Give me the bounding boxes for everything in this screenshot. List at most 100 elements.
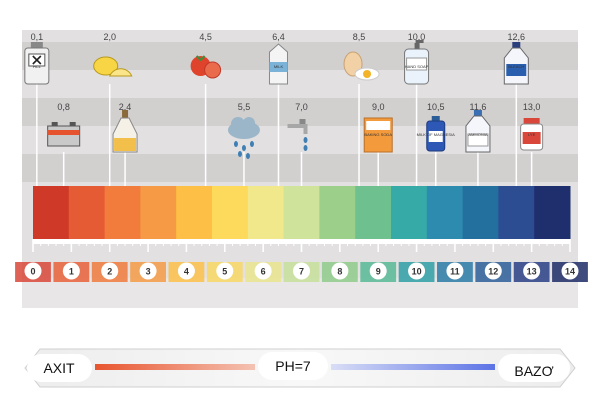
hand-soap-icon	[404, 40, 430, 85]
ph-band-12	[462, 186, 499, 239]
ph-number-8: 8	[321, 262, 358, 282]
tomato-icon	[190, 55, 222, 79]
ph-number-circle	[484, 262, 502, 280]
ph-number-label: 7	[299, 267, 304, 277]
ph-number-label: 9	[376, 267, 381, 277]
item-vinegar: 2,4	[112, 102, 138, 153]
ph-number-circle	[293, 262, 310, 280]
ph-number-14: 14	[552, 262, 588, 282]
lye-jar-icon	[520, 118, 544, 151]
background-panel	[22, 30, 578, 308]
magnesia-bottle-icon	[426, 116, 446, 152]
item-battery: 0,8	[47, 102, 81, 147]
bleach-bottle-icon	[503, 42, 529, 85]
ph-number-label: 10	[412, 267, 422, 277]
ph-number-label: 11	[450, 267, 460, 277]
ph-number-label: 3	[146, 267, 151, 277]
ph-number-4: 4	[168, 262, 205, 282]
ph-number-circle	[523, 262, 541, 280]
ph-number-7: 7	[283, 262, 320, 282]
item-ammonia: 11,6 AMMONIA	[465, 102, 491, 153]
ph-number-markers: 0 1 2 3 4 5 6 7 8 9 10 11 12 13 14	[15, 262, 588, 282]
ph-number-circle	[331, 262, 349, 280]
ph-band-8	[319, 186, 356, 239]
ph-number-1: 1	[53, 262, 90, 282]
legend-acid-pill	[27, 354, 92, 382]
substance-items: 0,1 HCL 0,8 2,0 2,4 4,5 5,5 6,4 MILK 7,0 8,5 9,0 BAK…	[24, 32, 544, 159]
ph-number-label: 6	[261, 267, 266, 277]
ph-number-9: 9	[360, 262, 397, 282]
ph-number-label: 8	[337, 267, 342, 277]
ph-number-circle	[408, 262, 426, 280]
ph-number-circle	[177, 262, 195, 280]
ph-number-label: 14	[565, 267, 575, 277]
ph-band-13	[498, 186, 535, 239]
ph-number-6: 6	[245, 262, 282, 282]
item-bleach: 12,6 BLEACH	[503, 32, 529, 85]
ph-number-5: 5	[206, 262, 243, 282]
icon-label: HCL	[33, 64, 42, 69]
ph-number-2: 2	[91, 262, 128, 282]
item-rain: 5,5	[227, 102, 260, 159]
ph-value-label: 0,8	[57, 102, 70, 112]
legend-neutral-pill	[258, 352, 328, 380]
ph-value-label: 2,0	[103, 32, 116, 42]
icon-label: AMMONIA	[468, 132, 487, 137]
ph-number-circle	[369, 262, 387, 280]
ph-number-label: 0	[30, 267, 35, 277]
ph-number-circle	[561, 262, 579, 280]
ph-band-5	[212, 186, 249, 239]
ph-value-label: 7,0	[295, 102, 308, 112]
ph-value-label: 2,4	[119, 102, 132, 112]
item-egg: 8,5	[343, 32, 380, 81]
ph-color-bands	[33, 186, 571, 239]
ph-value-label: 8,5	[353, 32, 366, 42]
ph-number-label: 2	[107, 267, 112, 277]
ph-number-circle	[446, 262, 464, 280]
legend-neutral-label: PH=7	[275, 358, 311, 374]
ph-number-12: 12	[475, 262, 512, 282]
ph-band-7	[283, 186, 320, 239]
ph-number-3: 3	[130, 262, 166, 282]
ph-band-4	[176, 186, 213, 239]
milk-carton-icon	[268, 43, 288, 85]
ph-band-3	[140, 186, 177, 239]
ph-value-label: 9,0	[372, 102, 385, 112]
item-hand-soap: 10,0 HAND SOAP	[404, 32, 430, 85]
ph-value-label: 10,5	[427, 102, 445, 112]
legend-base-pill	[498, 354, 570, 382]
ammonia-bottle-icon	[465, 110, 491, 153]
item-milk: 6,4 MILK	[268, 32, 288, 85]
ph-value-label: 4,5	[199, 32, 212, 42]
ph-value-label: 11,6	[470, 102, 487, 112]
item-hcl: 0,1 HCL	[24, 32, 50, 85]
ph-value-label: 10,0	[408, 32, 426, 42]
icon-label: BLEACH	[508, 64, 524, 69]
ph-number-circle	[24, 262, 42, 280]
item-tomato: 4,5	[190, 32, 222, 79]
rain-cloud-icon	[227, 117, 260, 159]
icon-label: MILK OF MAGNESIA	[417, 132, 456, 137]
item-milk-of-magnesia: 10,5 MILK OF MAGNESIA	[417, 102, 456, 152]
item-tap-water: 7,0	[287, 102, 308, 151]
ph-value-label: 6,4	[272, 32, 285, 42]
ph-number-label: 13	[527, 267, 537, 277]
ph-band-14	[534, 186, 571, 239]
legend-base-label: BAZƠ	[514, 363, 553, 379]
ph-number-label: 12	[488, 267, 498, 277]
ph-number-circle	[216, 262, 234, 280]
ph-band-2	[104, 186, 141, 239]
vinegar-bottle-icon	[112, 110, 138, 153]
ph-band-0	[33, 186, 70, 239]
hcl-bottle-icon	[24, 42, 50, 85]
ph-value-label: 12,6	[508, 32, 526, 42]
ph-band-1	[68, 186, 106, 239]
icon-label: HAND SOAP	[405, 64, 429, 69]
item-baking-soda: 9,0 BAKING SODA	[363, 102, 393, 153]
ph-ruler-ticks	[32, 239, 571, 252]
water-tap-icon	[287, 119, 308, 151]
ph-number-label: 4	[184, 267, 189, 277]
ph-number-circle	[254, 262, 272, 280]
ph-value-label: 0,1	[31, 32, 44, 42]
